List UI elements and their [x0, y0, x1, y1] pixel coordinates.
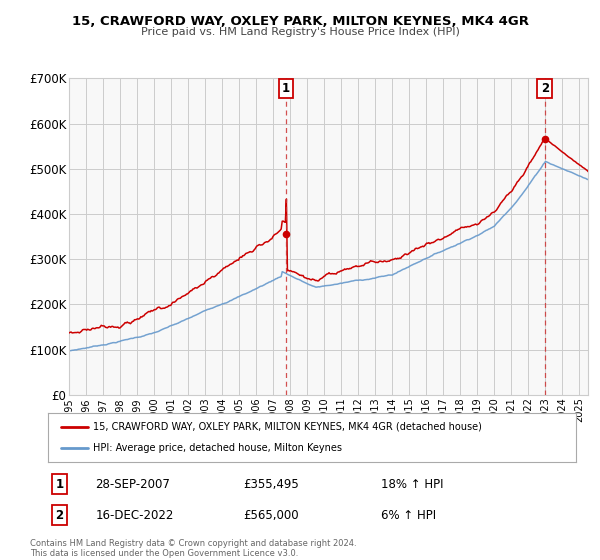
Text: Price paid vs. HM Land Registry's House Price Index (HPI): Price paid vs. HM Land Registry's House … — [140, 27, 460, 38]
Text: 2: 2 — [56, 508, 64, 522]
Text: 18% ↑ HPI: 18% ↑ HPI — [380, 478, 443, 491]
Text: HPI: Average price, detached house, Milton Keynes: HPI: Average price, detached house, Milt… — [93, 443, 342, 453]
Text: 2: 2 — [541, 82, 549, 95]
Text: £355,495: £355,495 — [244, 478, 299, 491]
Text: 15, CRAWFORD WAY, OXLEY PARK, MILTON KEYNES, MK4 4GR: 15, CRAWFORD WAY, OXLEY PARK, MILTON KEY… — [71, 15, 529, 27]
Text: Contains HM Land Registry data © Crown copyright and database right 2024.: Contains HM Land Registry data © Crown c… — [30, 539, 356, 548]
Text: 1: 1 — [56, 478, 64, 491]
Text: 15, CRAWFORD WAY, OXLEY PARK, MILTON KEYNES, MK4 4GR (detached house): 15, CRAWFORD WAY, OXLEY PARK, MILTON KEY… — [93, 422, 482, 432]
Text: £565,000: £565,000 — [244, 508, 299, 522]
Text: This data is licensed under the Open Government Licence v3.0.: This data is licensed under the Open Gov… — [30, 549, 298, 558]
Text: 28-SEP-2007: 28-SEP-2007 — [95, 478, 170, 491]
Text: 16-DEC-2022: 16-DEC-2022 — [95, 508, 174, 522]
Text: 6% ↑ HPI: 6% ↑ HPI — [380, 508, 436, 522]
Text: 1: 1 — [282, 82, 290, 95]
